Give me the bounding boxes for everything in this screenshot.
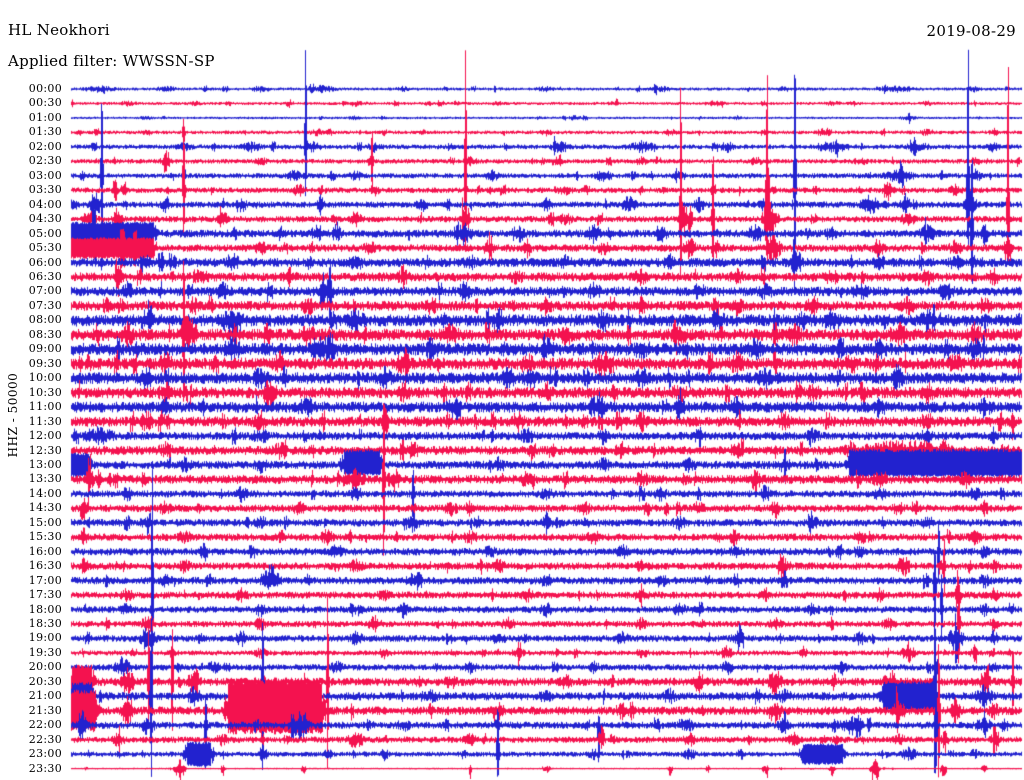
time-label-16:30: 16:30	[28, 559, 62, 573]
time-label-15:30: 15:30	[28, 530, 62, 544]
time-label-21:00: 21:00	[28, 689, 62, 703]
time-label-07:30: 07:30	[28, 298, 62, 312]
time-label-17:30: 17:30	[28, 588, 62, 602]
time-label-01:00: 01:00	[28, 110, 62, 124]
time-label-00:30: 00:30	[28, 96, 62, 110]
time-label-23:30: 23:30	[28, 761, 62, 775]
time-label-10:00: 10:00	[28, 371, 62, 385]
time-label-10:30: 10:30	[28, 385, 62, 399]
station-title: HL Neokhori	[8, 21, 110, 39]
time-label-21:30: 21:30	[28, 703, 62, 717]
time-label-06:00: 06:00	[28, 255, 62, 269]
time-label-07:00: 07:00	[28, 284, 62, 298]
time-label-01:30: 01:30	[28, 125, 62, 139]
time-label-22:30: 22:30	[28, 732, 62, 746]
time-label-12:30: 12:30	[28, 443, 62, 457]
time-label-03:00: 03:00	[28, 168, 62, 182]
date-label: 2019-08-29	[926, 22, 1016, 40]
time-label-06:30: 06:30	[28, 269, 62, 283]
time-label-14:30: 14:30	[28, 501, 62, 515]
time-label-16:00: 16:00	[28, 544, 62, 558]
time-label-08:30: 08:30	[28, 327, 62, 341]
time-label-08:00: 08:00	[28, 313, 62, 327]
time-label-05:00: 05:00	[28, 226, 62, 240]
time-label-23:00: 23:00	[28, 747, 62, 761]
time-label-03:30: 03:30	[28, 183, 62, 197]
time-label-11:30: 11:30	[28, 414, 62, 428]
time-label-12:00: 12:00	[28, 429, 62, 443]
time-label-20:00: 20:00	[28, 660, 62, 674]
time-label-19:30: 19:30	[28, 645, 62, 659]
time-label-14:00: 14:00	[28, 486, 62, 500]
applied-filter-label: Applied filter: WWSSN-SP	[8, 52, 215, 70]
time-label-11:00: 11:00	[28, 400, 62, 414]
time-label-17:00: 17:00	[28, 573, 62, 587]
time-label-20:30: 20:30	[28, 674, 62, 688]
time-label-04:30: 04:30	[28, 212, 62, 226]
time-label-15:00: 15:00	[28, 515, 62, 529]
time-label-02:00: 02:00	[28, 139, 62, 153]
time-label-19:00: 19:00	[28, 631, 62, 645]
time-label-04:00: 04:00	[28, 197, 62, 211]
time-label-13:00: 13:00	[28, 457, 62, 471]
time-label-22:00: 22:00	[28, 718, 62, 732]
time-label-18:00: 18:00	[28, 602, 62, 616]
time-label-18:30: 18:30	[28, 617, 62, 631]
time-label-09:00: 09:00	[28, 342, 62, 356]
time-label-13:30: 13:30	[28, 472, 62, 486]
time-label-02:30: 02:30	[28, 154, 62, 168]
time-label-05:30: 05:30	[28, 241, 62, 255]
time-label-00:00: 00:00	[28, 82, 62, 95]
time-label-09:30: 09:30	[28, 356, 62, 370]
